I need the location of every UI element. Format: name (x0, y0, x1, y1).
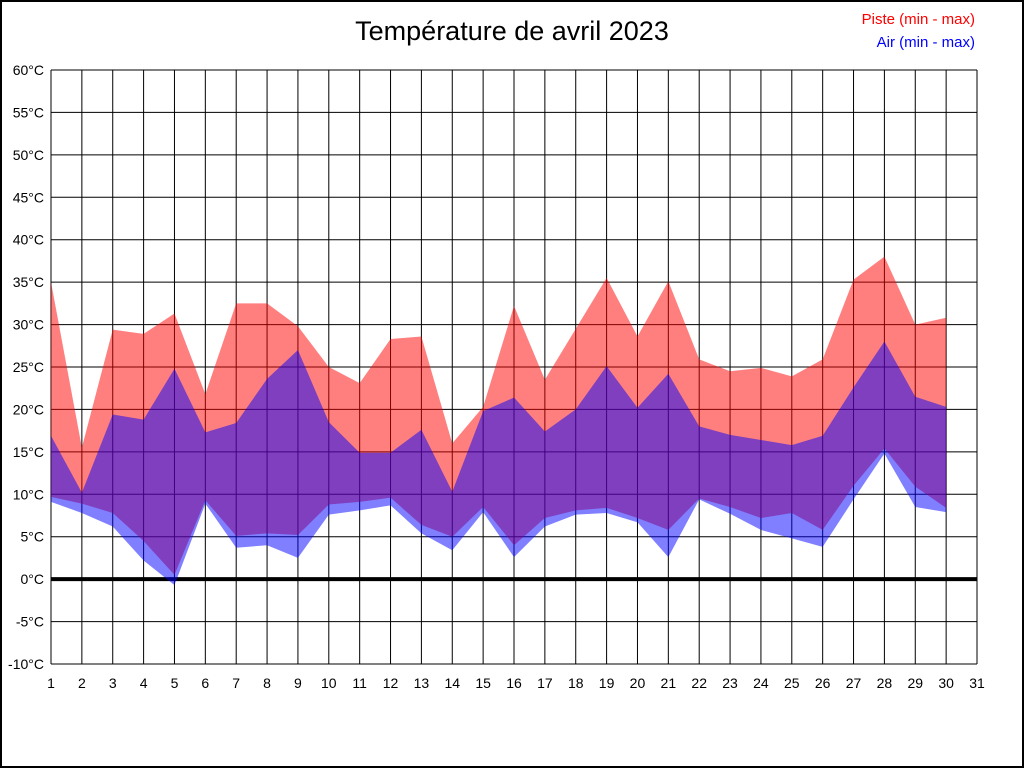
y-tick-label: 35°C (13, 274, 44, 290)
y-tick-label: 5°C (21, 529, 45, 545)
x-tick-label: 10 (321, 675, 337, 691)
y-tick-label: 55°C (13, 104, 44, 120)
y-tick-label: 25°C (13, 359, 44, 375)
x-tick-label: 2 (78, 675, 86, 691)
y-tick-label: 50°C (13, 147, 44, 163)
legend: Piste (min - max) Air (min - max) (862, 8, 975, 54)
legend-air-label: Air (min - max) (876, 34, 975, 51)
y-tick-label: 0°C (21, 571, 45, 587)
x-tick-label: 7 (232, 675, 240, 691)
x-tick-label: 29 (907, 675, 923, 691)
x-tick-label: 25 (784, 675, 800, 691)
x-tick-label: 18 (568, 675, 584, 691)
x-tick-label: 13 (414, 675, 430, 691)
x-tick-label: 27 (846, 675, 862, 691)
x-tick-label: 1 (47, 675, 55, 691)
legend-piste-label: Piste (min - max) (861, 11, 975, 28)
x-tick-label: 31 (969, 675, 985, 691)
chart-title: Température de avril 2023 (355, 16, 669, 46)
x-tick-label: 21 (661, 675, 677, 691)
y-tick-label: -5°C (16, 614, 44, 630)
x-tick-label: 8 (263, 675, 271, 691)
x-tick-label: 17 (537, 675, 553, 691)
x-tick-label: 26 (815, 675, 831, 691)
x-tick-label: 6 (201, 675, 209, 691)
x-tick-label: 19 (599, 675, 615, 691)
x-tick-label: 3 (109, 675, 117, 691)
x-tick-label: 14 (444, 675, 460, 691)
x-tick-label: 4 (140, 675, 148, 691)
y-tick-label: 40°C (13, 232, 44, 248)
x-tick-label: 28 (877, 675, 893, 691)
x-tick-label: 16 (506, 675, 522, 691)
x-tick-label: 22 (691, 675, 707, 691)
y-tick-label: 30°C (13, 317, 44, 333)
y-tick-label: 15°C (13, 444, 44, 460)
y-tick-label: 45°C (13, 189, 44, 205)
x-tick-label: 12 (383, 675, 399, 691)
x-tick-label: 30 (938, 675, 954, 691)
y-tick-label: 20°C (13, 401, 44, 417)
x-tick-label: 11 (352, 675, 367, 691)
x-tick-label: 5 (171, 675, 179, 691)
y-tick-label: -10°C (8, 656, 44, 672)
y-tick-label: 60°C (13, 62, 44, 78)
x-tick-label: 24 (753, 675, 769, 691)
x-tick-label: 20 (630, 675, 646, 691)
x-tick-label: 15 (475, 675, 491, 691)
x-tick-label: 9 (294, 675, 302, 691)
x-tick-label: 23 (722, 675, 738, 691)
air-band (51, 341, 947, 586)
y-tick-label: 10°C (13, 486, 44, 502)
